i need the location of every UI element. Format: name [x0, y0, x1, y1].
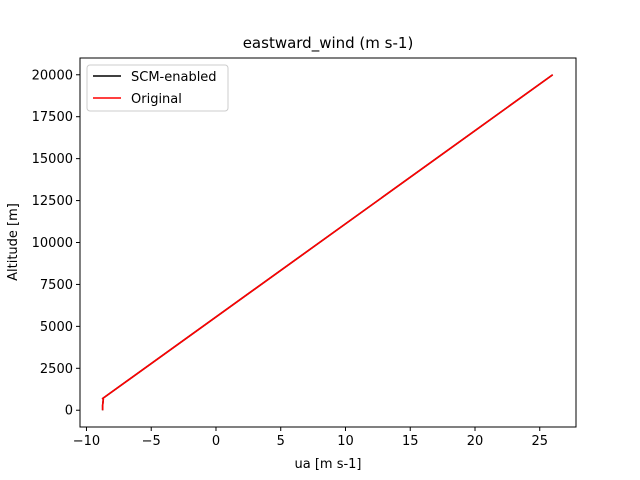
legend-label-0: SCM-enabled: [131, 70, 217, 85]
x-tick-label: −5: [142, 434, 161, 449]
series-line-1: [101, 74, 554, 411]
y-tick-label: 12500: [32, 194, 73, 209]
y-tick-label: 20000: [32, 68, 73, 83]
chart-title: eastward_wind (m s-1): [243, 34, 414, 53]
y-tick-label: 2500: [40, 362, 73, 377]
x-tick-label: 20: [467, 434, 484, 449]
y-tick-label: 17500: [32, 110, 73, 125]
x-axis-title: ua [m s-1]: [294, 457, 361, 472]
y-tick-label: 15000: [32, 152, 73, 167]
x-tick-label: 25: [531, 434, 548, 449]
y-axis: 0 2500 5000 7500 10000 12500 15000 17500 20000: [32, 68, 80, 419]
x-tick-label: 15: [402, 434, 419, 449]
y-axis-title: Altitude [m]: [6, 203, 21, 281]
y-tick-label: 5000: [40, 320, 73, 335]
legend: SCM-enabled Original: [86, 64, 229, 112]
x-tick-label: −10: [73, 434, 100, 449]
x-tick-label: 0: [212, 434, 220, 449]
y-tick-label: 7500: [40, 278, 73, 293]
legend-label-1: Original: [131, 92, 182, 107]
x-axis: −10 −5 0 5 10 15 20 25: [73, 427, 548, 449]
y-tick-label: 10000: [32, 236, 73, 251]
x-tick-label: 5: [277, 434, 285, 449]
x-tick-label: 10: [337, 434, 354, 449]
y-tick-label: 0: [65, 404, 73, 419]
legend-box: [86, 64, 229, 112]
plot-area: [101, 74, 554, 411]
